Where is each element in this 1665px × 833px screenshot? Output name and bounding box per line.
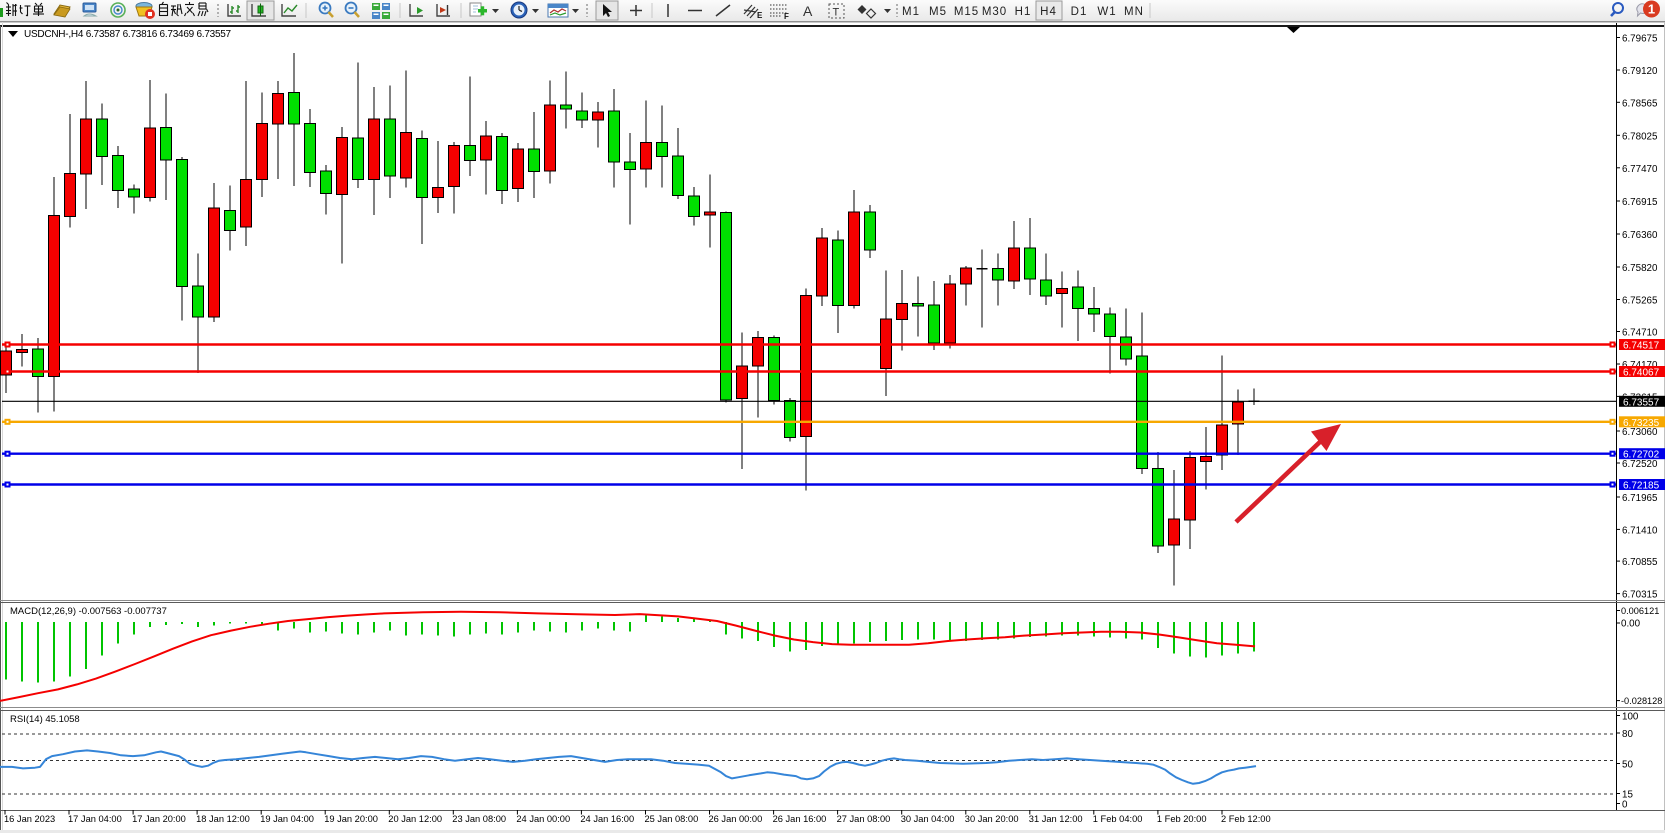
svg-text:1 Feb 20:00: 1 Feb 20:00	[1157, 814, 1207, 824]
svg-text:1: 1	[1648, 2, 1655, 17]
svg-text:23 Jan 08:00: 23 Jan 08:00	[452, 814, 506, 824]
svg-text:6.71965: 6.71965	[1622, 493, 1658, 504]
svg-text:19 Jan 04:00: 19 Jan 04:00	[260, 814, 314, 824]
svg-text:6.73557: 6.73557	[1623, 397, 1660, 408]
svg-text:31 Jan 12:00: 31 Jan 12:00	[1029, 814, 1083, 824]
svg-text:0.006121: 0.006121	[1621, 606, 1659, 616]
svg-text:18 Jan 12:00: 18 Jan 12:00	[196, 814, 250, 824]
svg-text:6.75820: 6.75820	[1622, 263, 1658, 274]
svg-text:50: 50	[1622, 760, 1633, 771]
svg-text:80: 80	[1622, 729, 1633, 740]
svg-text:M1: M1	[902, 6, 920, 18]
svg-text:-0.028128: -0.028128	[1621, 696, 1662, 706]
svg-text:6.72520: 6.72520	[1622, 459, 1658, 470]
svg-text:6.79675: 6.79675	[1622, 34, 1658, 45]
svg-text:19 Jan 20:00: 19 Jan 20:00	[324, 814, 378, 824]
svg-text:30 Jan 04:00: 30 Jan 04:00	[901, 814, 955, 824]
svg-text:T: T	[833, 7, 840, 19]
svg-text:100: 100	[1622, 712, 1639, 723]
svg-text:26 Jan 16:00: 26 Jan 16:00	[773, 814, 827, 824]
svg-text:25 Jan 08:00: 25 Jan 08:00	[645, 814, 699, 824]
svg-text:6.74517: 6.74517	[1623, 341, 1660, 352]
svg-text:M30: M30	[982, 6, 1007, 18]
svg-text:6.73060: 6.73060	[1622, 427, 1658, 438]
svg-text:2 Feb 12:00: 2 Feb 12:00	[1221, 814, 1271, 824]
svg-text:6.70855: 6.70855	[1622, 557, 1658, 568]
svg-text:H1: H1	[1015, 6, 1032, 18]
svg-text:15: 15	[1622, 790, 1633, 801]
svg-text:16 Jan 2023: 16 Jan 2023	[4, 814, 55, 824]
svg-text:6.74710: 6.74710	[1622, 328, 1658, 339]
svg-text:17 Jan 04:00: 17 Jan 04:00	[68, 814, 122, 824]
svg-text:6.76915: 6.76915	[1622, 197, 1658, 208]
svg-text:17 Jan 20:00: 17 Jan 20:00	[132, 814, 186, 824]
svg-text:6.71410: 6.71410	[1622, 525, 1658, 536]
svg-text:6.78565: 6.78565	[1622, 98, 1658, 109]
svg-text:6.77470: 6.77470	[1622, 164, 1658, 175]
svg-text:D1: D1	[1071, 6, 1088, 18]
svg-text:30 Jan 20:00: 30 Jan 20:00	[965, 814, 1019, 824]
svg-text:0.00: 0.00	[1621, 619, 1641, 630]
svg-text:USDCNH-,H4 6.73587 6.73816 6.: USDCNH-,H4 6.73587 6.73816 6.73469 6.735…	[24, 29, 232, 40]
svg-text:6.75265: 6.75265	[1622, 296, 1658, 307]
svg-text:MN: MN	[1124, 6, 1144, 18]
svg-text:26 Jan 00:00: 26 Jan 00:00	[709, 814, 763, 824]
svg-text:E: E	[757, 11, 763, 20]
svg-text:6.72185: 6.72185	[1623, 481, 1660, 492]
svg-text:6.79120: 6.79120	[1622, 66, 1658, 77]
svg-text:H4: H4	[1040, 6, 1057, 18]
svg-text:W1: W1	[1097, 6, 1116, 18]
svg-text:RSI(14) 45.1058: RSI(14) 45.1058	[10, 714, 80, 725]
svg-text:6.76360: 6.76360	[1622, 230, 1658, 241]
svg-text:24 Jan 16:00: 24 Jan 16:00	[580, 814, 634, 824]
svg-text:M15: M15	[954, 6, 979, 18]
svg-text:27 Jan 08:00: 27 Jan 08:00	[837, 814, 891, 824]
svg-text:20 Jan 12:00: 20 Jan 12:00	[388, 814, 442, 824]
svg-text:0: 0	[1622, 800, 1628, 811]
svg-text:MACD(12,26,9) -0.007563 -0.007: MACD(12,26,9) -0.007563 -0.007737	[10, 606, 167, 617]
svg-text:6.74170: 6.74170	[1622, 360, 1658, 371]
svg-text:6.73235: 6.73235	[1623, 418, 1660, 429]
svg-text:24 Jan 00:00: 24 Jan 00:00	[516, 814, 570, 824]
svg-text:6.78025: 6.78025	[1622, 131, 1658, 142]
svg-text:1 Feb 04:00: 1 Feb 04:00	[1093, 814, 1143, 824]
svg-text:M5: M5	[929, 6, 947, 18]
svg-text:F: F	[784, 12, 789, 21]
svg-text:6.70315: 6.70315	[1622, 590, 1658, 601]
svg-text:A: A	[803, 3, 813, 19]
svg-text:6.74067: 6.74067	[1623, 368, 1660, 379]
svg-text:6.72702: 6.72702	[1623, 450, 1660, 461]
